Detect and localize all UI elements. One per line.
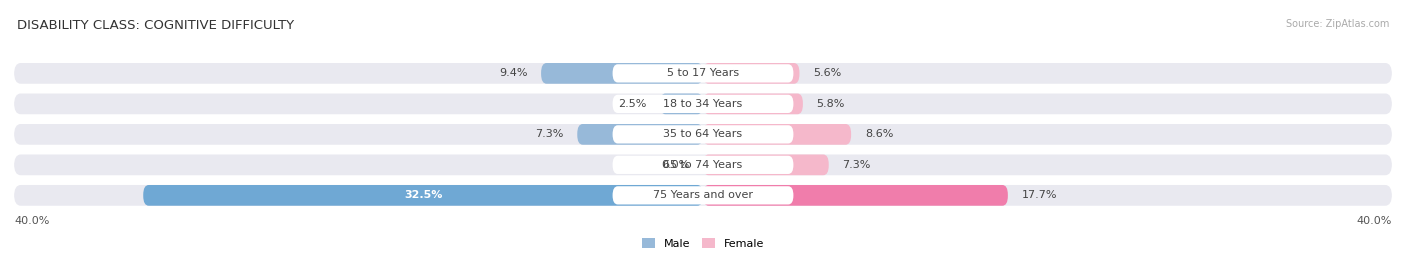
Text: 40.0%: 40.0% (14, 216, 49, 226)
Text: 17.7%: 17.7% (1022, 190, 1057, 200)
FancyBboxPatch shape (703, 94, 803, 114)
FancyBboxPatch shape (659, 94, 703, 114)
FancyBboxPatch shape (613, 95, 793, 113)
FancyBboxPatch shape (703, 154, 828, 175)
FancyBboxPatch shape (14, 63, 1392, 84)
Legend: Male, Female: Male, Female (637, 233, 769, 253)
FancyBboxPatch shape (14, 124, 1392, 145)
Text: 32.5%: 32.5% (404, 190, 443, 200)
Text: 0.0%: 0.0% (661, 160, 689, 170)
FancyBboxPatch shape (578, 124, 703, 145)
Text: Source: ZipAtlas.com: Source: ZipAtlas.com (1285, 19, 1389, 29)
FancyBboxPatch shape (613, 186, 793, 204)
FancyBboxPatch shape (14, 154, 1392, 175)
Text: 5.8%: 5.8% (817, 99, 845, 109)
FancyBboxPatch shape (541, 63, 703, 84)
FancyBboxPatch shape (703, 63, 800, 84)
FancyBboxPatch shape (14, 94, 1392, 114)
Text: 8.6%: 8.6% (865, 129, 893, 139)
Text: 75 Years and over: 75 Years and over (652, 190, 754, 200)
Text: 2.5%: 2.5% (617, 99, 647, 109)
FancyBboxPatch shape (613, 125, 793, 143)
FancyBboxPatch shape (143, 185, 703, 206)
Text: 65 to 74 Years: 65 to 74 Years (664, 160, 742, 170)
Text: 5.6%: 5.6% (813, 68, 841, 78)
Text: 7.3%: 7.3% (536, 129, 564, 139)
Text: 18 to 34 Years: 18 to 34 Years (664, 99, 742, 109)
Text: 40.0%: 40.0% (1357, 216, 1392, 226)
Text: DISABILITY CLASS: COGNITIVE DIFFICULTY: DISABILITY CLASS: COGNITIVE DIFFICULTY (17, 19, 294, 32)
FancyBboxPatch shape (703, 124, 851, 145)
FancyBboxPatch shape (613, 64, 793, 83)
FancyBboxPatch shape (613, 156, 793, 174)
FancyBboxPatch shape (14, 185, 1392, 206)
Text: 9.4%: 9.4% (499, 68, 527, 78)
FancyBboxPatch shape (703, 185, 1008, 206)
Text: 35 to 64 Years: 35 to 64 Years (664, 129, 742, 139)
Text: 5 to 17 Years: 5 to 17 Years (666, 68, 740, 78)
Text: 7.3%: 7.3% (842, 160, 870, 170)
